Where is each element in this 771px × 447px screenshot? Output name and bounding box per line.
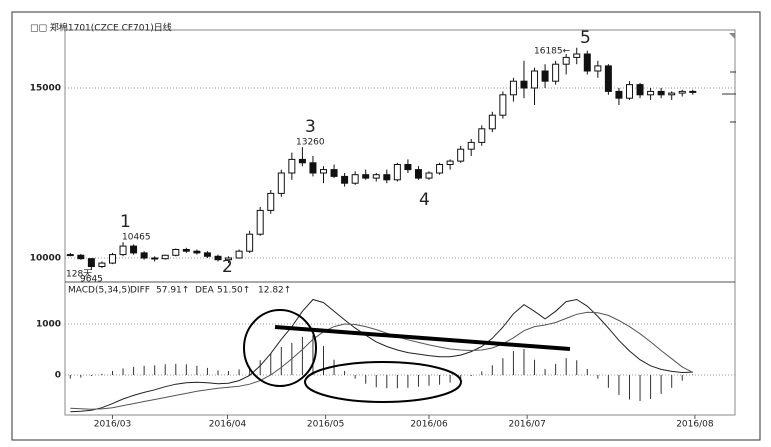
legend-name: DEA: [195, 286, 215, 296]
candle-body: [77, 254, 85, 260]
candle-body: [457, 148, 465, 162]
y-tick-label: 10000: [30, 253, 61, 263]
candle-body: [98, 262, 106, 267]
candle-body: [668, 92, 676, 96]
candle-body: [625, 84, 633, 99]
candle-body: [678, 90, 686, 94]
candle-body: [499, 94, 507, 116]
circle-drawing: [243, 309, 317, 387]
candle-body: [214, 255, 222, 261]
x-tick-label: 2016/07: [508, 420, 545, 430]
candle-body: [414, 169, 422, 179]
x-tick-label: 2016/08: [676, 420, 714, 430]
candle-body: [277, 172, 285, 194]
candle-body: [509, 80, 517, 96]
legend-name: DIFF: [130, 286, 150, 296]
marks: 10000 15000 0 1000 2016/03 2016/04 2016/05 2016…: [30, 47, 735, 430]
candle-body: [256, 209, 264, 235]
x-tick-label: 2016/03: [94, 420, 131, 430]
candle-body: [436, 163, 444, 174]
macd-line: [70, 311, 694, 410]
candle-body: [604, 65, 612, 92]
x-tick-label: 2016/06: [410, 420, 448, 430]
candle-body: [341, 175, 349, 184]
candle-body: [362, 174, 370, 179]
candle-body: [520, 80, 528, 89]
candle-body: [488, 114, 496, 130]
annotation: 16185←: [534, 47, 571, 57]
candle-body: [425, 172, 433, 179]
x-tick-label: 2016/04: [209, 420, 247, 430]
annotation: 2: [222, 257, 233, 277]
candle-body: [330, 169, 338, 177]
legend-value: 57.91↑: [156, 286, 189, 296]
candle-body: [130, 245, 138, 254]
candle-body: [151, 257, 159, 260]
trend-line-drawing: [274, 325, 571, 351]
candle-body: [193, 250, 201, 254]
macd-line: [70, 298, 693, 413]
candle-body: [573, 53, 581, 58]
candle-body: [647, 90, 655, 96]
candle-body: [87, 258, 95, 267]
candle-body: [267, 192, 275, 211]
candle-body: [615, 90, 623, 99]
candle-body: [172, 248, 180, 256]
legend-value: 12.82↑: [258, 286, 291, 296]
candle-body: [583, 53, 591, 72]
candle-body: [351, 174, 359, 184]
candle-body: [246, 233, 254, 252]
annotation: 128天: [66, 270, 92, 280]
candle-body: [552, 63, 560, 82]
candle-body: [467, 141, 475, 150]
candle-body: [298, 158, 306, 164]
candle-body: [594, 65, 602, 72]
candle-body: [531, 70, 539, 89]
candle-body: [320, 169, 328, 174]
candle-body: [404, 163, 412, 171]
candle-body: [689, 90, 697, 93]
frame: [11, 11, 761, 441]
candle-body: [225, 257, 233, 261]
candle-body: [235, 250, 243, 259]
x-tick-label: 2016/05: [307, 420, 344, 430]
candle-body: [541, 70, 549, 82]
candle-body: [478, 128, 486, 143]
annotation: 1: [120, 212, 131, 232]
plot-frame: [64, 29, 736, 416]
annotation: 13260: [296, 138, 325, 148]
candle-body: [636, 84, 644, 96]
annotation: 5: [580, 28, 591, 48]
chart-title: □□ 郑棉1701(CZCE CF701)日线: [30, 22, 172, 34]
candle-body: [66, 254, 74, 257]
ellipse-drawing: [304, 361, 462, 403]
candle-body: [446, 160, 454, 165]
candle-body: [393, 163, 401, 181]
y-tick-label: 15000: [30, 84, 61, 94]
indicator-label: MACD(5,34,5): [68, 286, 131, 296]
candle-body: [372, 174, 380, 179]
corner-mark: [729, 33, 735, 39]
legend-value: 51.50↑: [217, 286, 250, 296]
annotation: 9645: [80, 275, 103, 285]
candle-body: [309, 162, 317, 174]
candle-body: [108, 254, 116, 264]
candle-body: [562, 56, 570, 65]
candle-body: [203, 252, 211, 257]
candle-body: [182, 248, 190, 252]
candle-body: [288, 158, 296, 174]
candle-body: [161, 254, 169, 260]
candle-body: [119, 245, 127, 256]
annotation: 10465: [122, 233, 151, 243]
candle-body: [657, 90, 665, 96]
y-tick-label: 1000: [36, 320, 61, 330]
candle-body: [383, 174, 391, 181]
y-tick-label: 0: [55, 371, 61, 381]
annotation: 4: [419, 190, 430, 210]
candle-body: [140, 252, 148, 259]
annotation: 3: [305, 117, 316, 137]
